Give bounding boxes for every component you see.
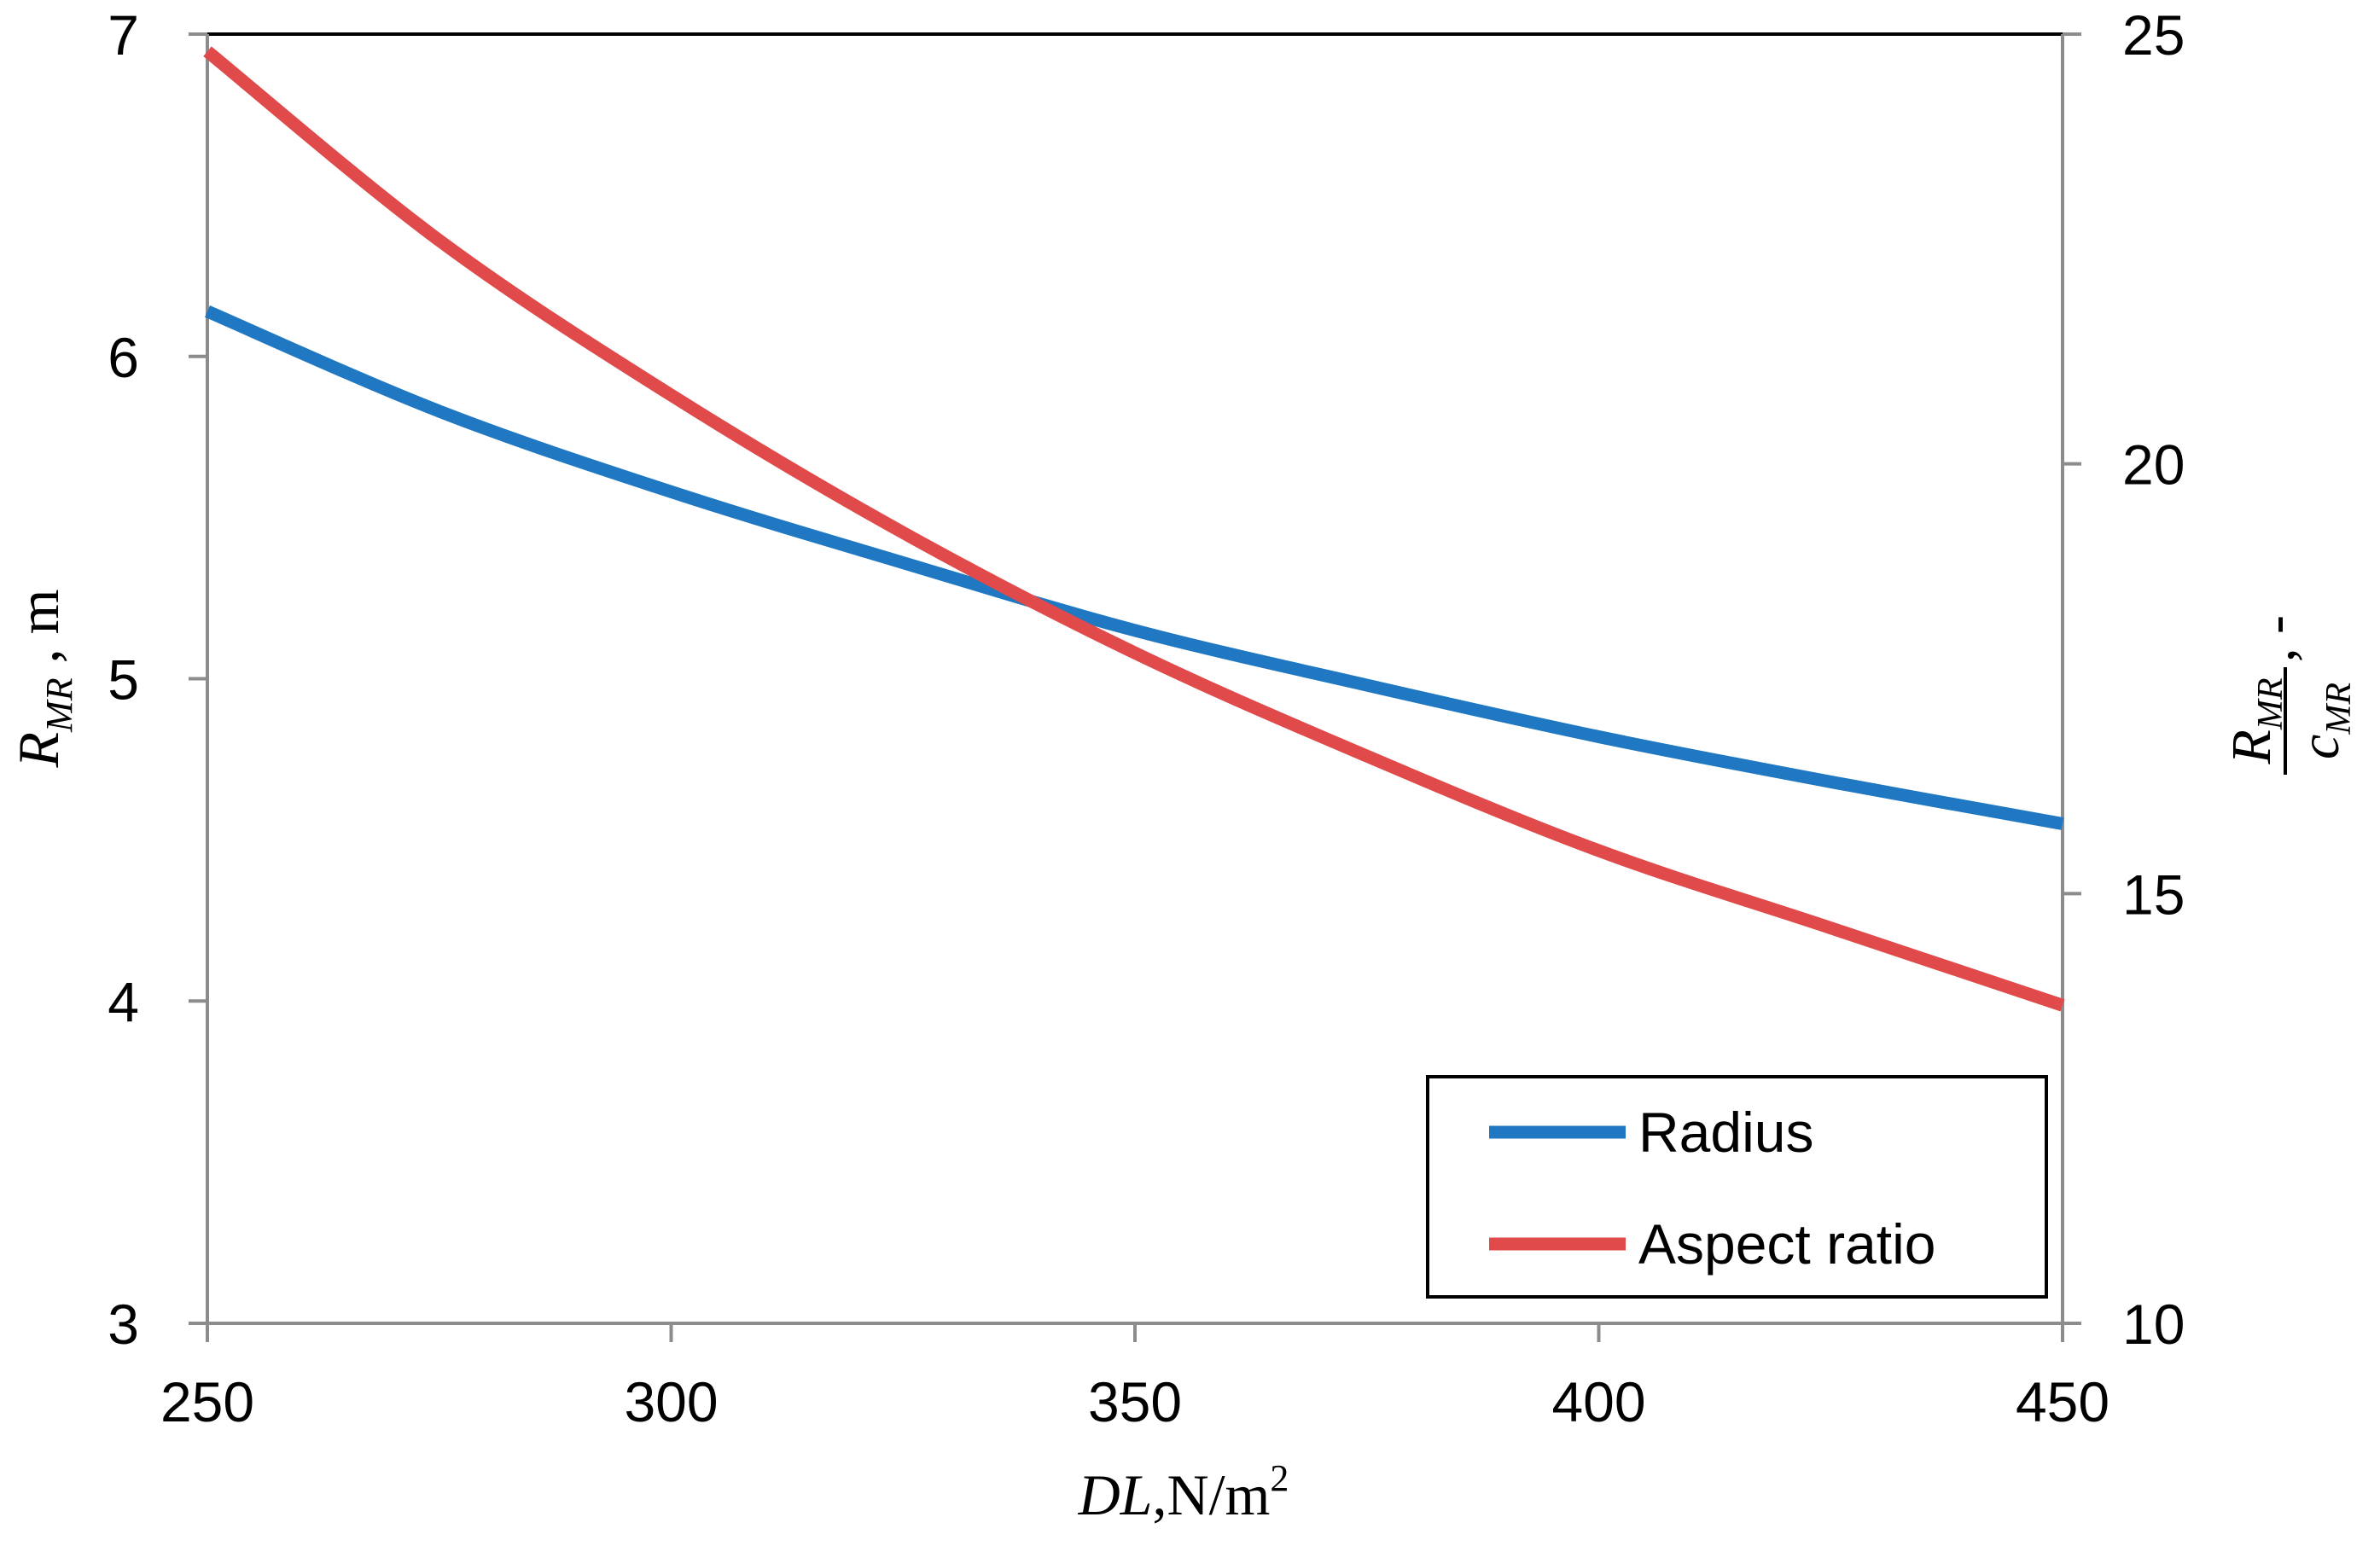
y-left-ticks: 3 4 5 6 7: [108, 3, 207, 1356]
x-tick-label: 450: [2016, 1370, 2109, 1433]
series-layer: [203, 46, 2065, 1012]
x-axis-title: DL,N/m2: [1078, 1457, 1289, 1527]
y-left-tick-label: 7: [108, 3, 139, 67]
y-right-title-unit: , -: [2244, 615, 2307, 662]
series-line-aspect-ratio: [203, 46, 2065, 1012]
y-left-tick-label: 4: [108, 970, 139, 1033]
y-left-tick-label: 6: [108, 326, 139, 389]
y-right-tick-label: 20: [2122, 433, 2185, 497]
legend-label-aspect-ratio: Aspect ratio: [1638, 1212, 1936, 1276]
legend-box: [1426, 1075, 2048, 1299]
legend: Radius Aspect ratio: [1426, 1075, 2048, 1299]
y-left-tick-label: 3: [108, 1293, 139, 1356]
y-right-axis-title: RMR cMR , -: [2220, 615, 2359, 775]
y-left-tick-label: 5: [108, 648, 139, 712]
y-right-ticks: 10 15 20 25: [2063, 3, 2185, 1356]
x-tick-label: 350: [1088, 1370, 1182, 1433]
x-ticks: 250 300 350 400 450: [160, 1323, 2109, 1433]
y-right-title-numerator: RMR: [2220, 678, 2290, 765]
y-right-tick-label: 25: [2122, 3, 2185, 67]
x-tick-label: 400: [1551, 1370, 1645, 1433]
y-right-tick-label: 10: [2122, 1293, 2185, 1356]
series-line-radius: [205, 305, 2064, 830]
y-right-tick-label: 15: [2122, 863, 2185, 926]
x-tick-label: 300: [624, 1370, 718, 1433]
y-right-title-denominator: cMR: [2289, 683, 2359, 759]
legend-label-radius: Radius: [1638, 1101, 1813, 1164]
x-tick-label: 250: [160, 1370, 254, 1433]
y-left-axis-title: RMR , m: [6, 590, 80, 769]
